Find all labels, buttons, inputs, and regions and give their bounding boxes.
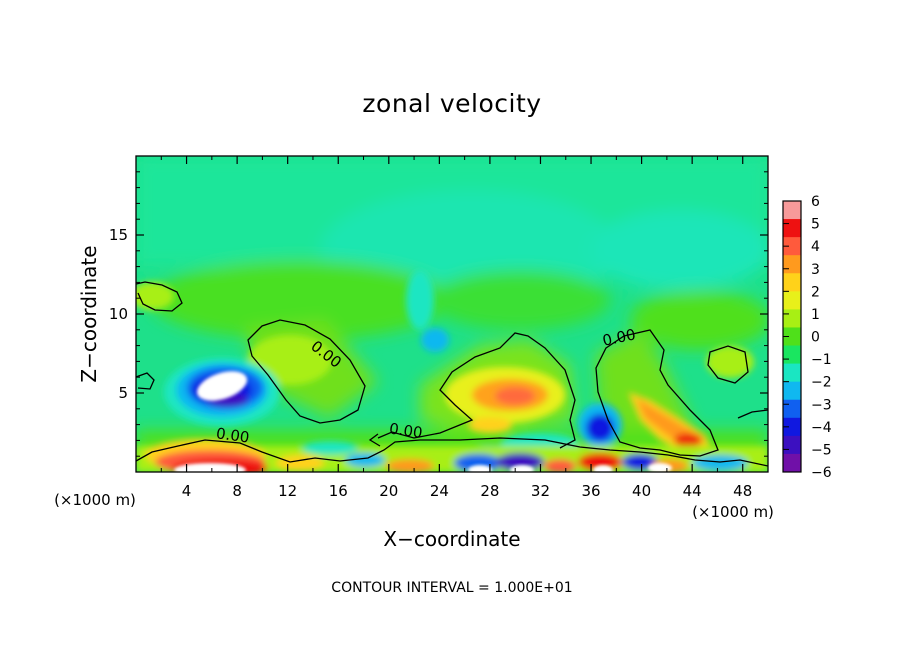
x-unit-right: (×1000 m) xyxy=(692,503,774,521)
colorbar-swatch xyxy=(783,453,801,473)
contour-label: 0.00 xyxy=(388,419,424,441)
colorbar-label: 4 xyxy=(811,239,820,255)
colorbar-swatch xyxy=(783,435,801,455)
colorbar-swatch xyxy=(783,291,801,310)
chart-title: zonal velocity xyxy=(362,89,541,118)
colorbar-swatch xyxy=(783,219,801,238)
y-tick-label: 5 xyxy=(118,384,128,402)
contour-label: 0.00 xyxy=(215,424,251,446)
y-tick-label: 10 xyxy=(109,305,128,323)
colorbar-swatch xyxy=(783,237,801,256)
colorbar: 6 5 4 3 2 1 0 −1 −2 −3 −4 −5 −6 xyxy=(782,194,832,481)
x-tick-label: 44 xyxy=(683,482,702,500)
colorbar-label: −4 xyxy=(811,420,832,436)
y-tick-label: 15 xyxy=(109,226,128,244)
colorbar-label: −2 xyxy=(811,375,832,391)
colorbar-label: 6 xyxy=(811,194,820,210)
x-tick-label: 8 xyxy=(232,482,242,500)
colorbar-label: 5 xyxy=(811,217,820,233)
colorbar-swatch xyxy=(783,327,801,346)
x-tick-label: 4 xyxy=(182,482,192,500)
x-axis-label: X−coordinate xyxy=(383,527,520,551)
y-axis: 5 10 15 xyxy=(109,171,768,457)
colorbar-swatch xyxy=(783,309,801,328)
colorbar-swatch xyxy=(783,201,801,220)
colorbar-swatch xyxy=(783,345,801,364)
x-axis: 4 8 12 16 20 24 28 32 36 40 44 48 xyxy=(160,156,752,500)
colorbar-label: 0 xyxy=(811,330,820,346)
colorbar-label: −1 xyxy=(811,352,832,368)
x-tick-label: 20 xyxy=(379,482,398,500)
x-tick-label: 12 xyxy=(278,482,297,500)
colorbar-swatch xyxy=(783,363,801,383)
x-tick-label: 36 xyxy=(581,482,600,500)
x-tick-label: 48 xyxy=(733,482,752,500)
colorbar-label: 1 xyxy=(811,307,820,323)
heatmap-field xyxy=(136,156,768,472)
x-tick-label: 32 xyxy=(531,482,550,500)
colorbar-label: −6 xyxy=(811,465,832,481)
x-tick-label: 28 xyxy=(480,482,499,500)
contour-interval-note: CONTOUR INTERVAL = 1.000E+01 xyxy=(331,580,572,596)
colorbar-swatch xyxy=(783,255,801,274)
x-unit-left: (×1000 m) xyxy=(54,491,136,509)
y-axis-label: Z−coordinate xyxy=(77,245,101,382)
x-tick-label: 24 xyxy=(430,482,449,500)
colorbar-label: 2 xyxy=(811,284,820,300)
x-tick-label: 40 xyxy=(632,482,651,500)
colorbar-swatch xyxy=(783,381,801,401)
colorbar-label: 3 xyxy=(811,262,820,278)
colorbar-label: −5 xyxy=(811,442,832,458)
colorbar-swatch xyxy=(783,273,801,292)
colorbar-label: −3 xyxy=(811,397,832,413)
x-tick-label: 16 xyxy=(329,482,348,500)
colorbar-swatch xyxy=(783,399,801,419)
colorbar-swatch xyxy=(783,417,801,437)
contour-lines xyxy=(136,281,768,467)
